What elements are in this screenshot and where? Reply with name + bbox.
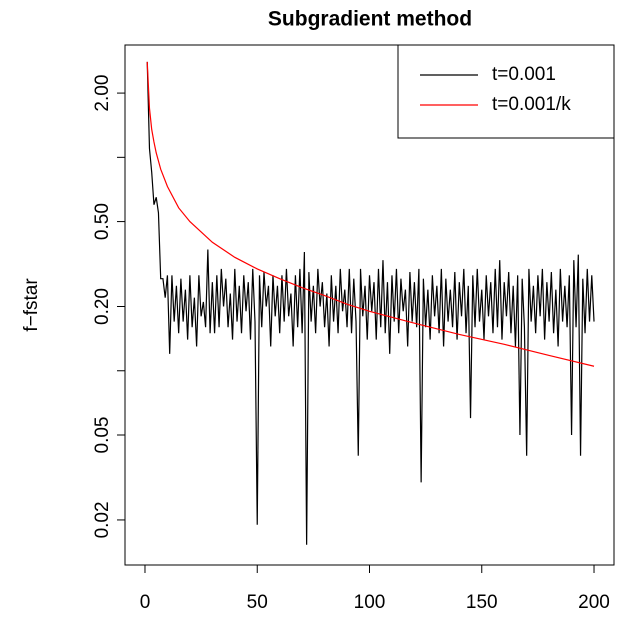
series-line (146, 61, 595, 367)
y-tick-label: 0.02 (92, 501, 113, 538)
x-tick-label: 0 (140, 592, 151, 613)
series-line (146, 61, 595, 545)
x-tick-label: 200 (578, 592, 610, 613)
y-tick-label: 0.20 (92, 288, 113, 325)
legend-box (397, 44, 615, 139)
y-axis-label: f−fstar (21, 278, 42, 332)
legend-label: t=0.001/k (492, 94, 571, 115)
y-tick-label: 2.00 (92, 75, 113, 112)
legend: t=0.001 t=0.001/k (397, 44, 615, 139)
x-tick-label: 100 (354, 592, 386, 613)
legend-label: t=0.001 (492, 64, 556, 85)
x-tick-label: 50 (247, 592, 268, 613)
y-tick-label: 0.05 (92, 417, 113, 454)
chart-title: Subgradient method (268, 8, 472, 31)
x-tick-label: 150 (466, 592, 498, 613)
y-tick-label: 0.50 (92, 203, 113, 240)
